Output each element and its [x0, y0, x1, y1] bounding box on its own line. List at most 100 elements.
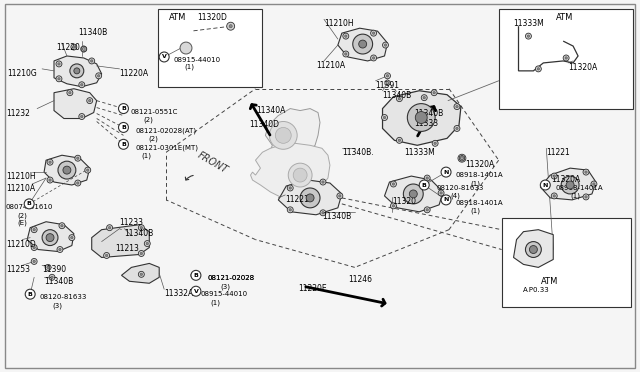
Circle shape	[87, 98, 93, 104]
Text: 11232: 11232	[6, 109, 30, 118]
Circle shape	[344, 53, 347, 55]
Circle shape	[383, 42, 388, 48]
Circle shape	[320, 210, 326, 216]
Circle shape	[49, 274, 55, 280]
Text: 11210D: 11210D	[6, 240, 36, 248]
Circle shape	[456, 127, 458, 129]
Circle shape	[461, 157, 463, 160]
Text: 08120-81633: 08120-81633	[39, 294, 86, 300]
Circle shape	[58, 63, 60, 65]
Circle shape	[390, 181, 396, 187]
Circle shape	[424, 207, 430, 213]
Circle shape	[421, 95, 427, 101]
Circle shape	[383, 116, 386, 119]
Text: V: V	[162, 54, 166, 60]
Text: B: B	[193, 273, 198, 278]
Circle shape	[107, 225, 113, 231]
Text: (E): (E)	[17, 220, 27, 226]
Text: 11340B: 11340B	[322, 212, 351, 221]
Polygon shape	[385, 80, 390, 86]
Circle shape	[551, 173, 557, 179]
Polygon shape	[278, 180, 342, 215]
Circle shape	[146, 243, 148, 245]
Circle shape	[49, 161, 51, 163]
Text: (1): (1)	[211, 299, 221, 306]
Circle shape	[392, 205, 395, 207]
Circle shape	[108, 227, 111, 229]
Circle shape	[306, 194, 314, 202]
Circle shape	[33, 246, 35, 249]
Bar	[499, 9, 633, 109]
Polygon shape	[540, 168, 596, 200]
Text: 08121-02028: 08121-02028	[208, 275, 255, 281]
Polygon shape	[338, 28, 387, 61]
Circle shape	[70, 237, 73, 239]
Text: (1): (1)	[141, 152, 151, 159]
Circle shape	[426, 177, 428, 179]
Circle shape	[591, 181, 597, 187]
Circle shape	[90, 60, 93, 62]
Circle shape	[343, 51, 349, 57]
Circle shape	[31, 259, 37, 264]
Circle shape	[458, 154, 466, 162]
Polygon shape	[44, 155, 90, 185]
Circle shape	[525, 33, 531, 39]
Circle shape	[540, 180, 550, 190]
Text: B: B	[422, 183, 427, 187]
Circle shape	[381, 115, 387, 121]
Text: (1): (1)	[471, 180, 481, 186]
Circle shape	[57, 247, 63, 253]
Text: 08121-0551C: 08121-0551C	[131, 109, 178, 115]
Circle shape	[320, 179, 326, 185]
Circle shape	[563, 55, 569, 61]
Text: 11320A: 11320A	[551, 175, 580, 184]
Circle shape	[25, 289, 35, 299]
Text: (4): (4)	[450, 193, 460, 199]
Circle shape	[419, 180, 429, 190]
Text: 11333M: 11333M	[404, 148, 435, 157]
Circle shape	[140, 227, 143, 229]
Text: 11391: 11391	[376, 81, 399, 90]
Text: 11220: 11220	[56, 43, 80, 52]
Text: 11210A: 11210A	[6, 184, 35, 193]
Circle shape	[434, 142, 436, 144]
Polygon shape	[460, 155, 465, 161]
Circle shape	[227, 22, 235, 30]
Circle shape	[372, 32, 375, 34]
Circle shape	[426, 209, 428, 211]
Text: B: B	[27, 201, 31, 206]
Circle shape	[104, 253, 109, 259]
Circle shape	[106, 254, 108, 257]
Circle shape	[529, 246, 538, 253]
Circle shape	[583, 169, 589, 175]
Circle shape	[433, 92, 435, 94]
Circle shape	[75, 155, 81, 161]
Circle shape	[438, 190, 444, 196]
Text: ATM: ATM	[169, 13, 186, 22]
Circle shape	[58, 78, 60, 80]
Circle shape	[403, 184, 423, 204]
Text: V: V	[193, 289, 198, 294]
Polygon shape	[383, 91, 461, 145]
Circle shape	[138, 225, 145, 231]
Circle shape	[423, 96, 426, 99]
Text: 11210G: 11210G	[7, 69, 37, 78]
Text: (3): (3)	[52, 302, 62, 309]
Text: 11320A: 11320A	[568, 63, 597, 72]
Text: A.P0.33: A.P0.33	[522, 287, 549, 293]
Circle shape	[140, 252, 143, 255]
Circle shape	[537, 68, 540, 70]
Text: 08121-0301E(MT): 08121-0301E(MT)	[136, 144, 198, 151]
Circle shape	[79, 113, 84, 119]
Circle shape	[193, 274, 195, 277]
Text: N: N	[444, 170, 449, 174]
Text: ATM: ATM	[556, 13, 573, 22]
Circle shape	[322, 181, 324, 183]
Text: B: B	[121, 125, 126, 130]
Text: 08918-1401A: 08918-1401A	[556, 185, 603, 191]
Circle shape	[396, 137, 403, 143]
Text: 11320: 11320	[392, 197, 417, 206]
Circle shape	[371, 55, 376, 61]
Circle shape	[59, 248, 61, 251]
Bar	[502, 218, 630, 307]
